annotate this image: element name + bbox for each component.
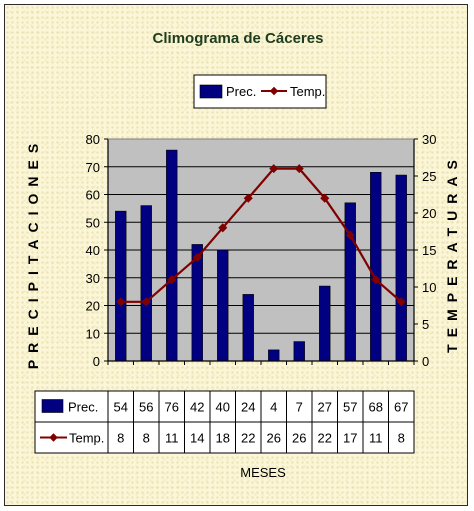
table-prec-value: 24 (241, 400, 255, 415)
left-tick-label: 70 (86, 160, 100, 175)
table-prec-value: 57 (343, 400, 357, 415)
table-temp-value: 26 (292, 431, 306, 446)
right-tick-label: 20 (422, 206, 436, 221)
right-tick-label: 5 (422, 317, 429, 332)
left-tick-label: 40 (86, 243, 100, 258)
legend-prec-label: Prec. (226, 84, 256, 99)
table-temp-value: 8 (398, 431, 405, 446)
temp-marker (141, 297, 151, 307)
table-prec-value: 7 (296, 400, 303, 415)
chart-title: Climograma de Cáceres (153, 30, 324, 47)
y2-axis-title: TEMPERATURAS (444, 153, 460, 353)
prec-bar (268, 349, 280, 362)
temp-marker (218, 223, 228, 233)
prec-bar (217, 249, 229, 362)
prec-bar (115, 210, 127, 362)
table-prec-value: 4 (270, 400, 277, 415)
table-temp-value: 8 (117, 431, 124, 446)
table-prec-value: 27 (318, 400, 332, 415)
x-axis-title: MESES (240, 465, 286, 480)
legend: Prec. Temp. (193, 74, 327, 109)
table-prec-swatch (41, 399, 64, 413)
right-tick-label: 10 (422, 280, 436, 295)
table-temp-value: 11 (369, 431, 383, 446)
left-tick-label: 0 (93, 354, 100, 369)
table-temp-value: 8 (143, 431, 150, 446)
chart-frame: Climograma de Cáceres Prec. Temp. 0 10 20 3… (4, 4, 468, 506)
table-prec-value: 42 (190, 400, 204, 415)
left-tick-label: 20 (86, 299, 100, 314)
legend-temp-label: Temp. (290, 84, 325, 99)
right-tick-label: 30 (422, 132, 436, 147)
temp-marker (167, 275, 177, 285)
table-prec-value: 68 (369, 400, 383, 415)
table-temp-marker (49, 433, 58, 442)
prec-bar (319, 285, 331, 362)
axes (104, 138, 418, 365)
table-temp-value: 11 (165, 431, 179, 446)
table-temp-value: 22 (318, 431, 332, 446)
legend-temp-marker (269, 86, 279, 96)
left-axis-ticks: 0 10 20 30 40 50 60 70 80 (86, 132, 100, 369)
table-prec-value: 56 (139, 400, 153, 415)
temp-marker (243, 193, 253, 203)
right-tick-label: 15 (422, 243, 436, 258)
temp-line-path (120, 167, 402, 303)
left-tick-label: 30 (86, 271, 100, 286)
table-temp-value: 14 (190, 431, 204, 446)
table-prec-value: 67 (394, 400, 408, 415)
data-table: Prec. 54 56 76 42 40 24 4 7 27 57 68 67 Temp. 8 8 11 14 18… (34, 390, 415, 454)
table-temp-label: Temp. (69, 431, 104, 446)
right-axis-ticks: 0 5 10 15 20 25 30 (422, 132, 436, 369)
table-prec-value: 54 (114, 400, 128, 415)
prec-bar (370, 172, 382, 362)
table-prec-value: 76 (165, 400, 179, 415)
table-temp-value: 17 (343, 431, 357, 446)
climograph-chart: Climograma de Cáceres Prec. Temp. 0 10 20 3… (25, 30, 460, 480)
prec-bar (242, 294, 254, 362)
table-temp-value: 26 (267, 431, 281, 446)
left-tick-label: 50 (86, 215, 100, 230)
left-tick-label: 80 (86, 132, 100, 147)
prec-bar (395, 174, 407, 362)
y-axis-title: PRECIPITACIONES (25, 137, 41, 369)
prec-bar (293, 341, 305, 362)
right-tick-label: 25 (422, 169, 436, 184)
table-prec-value: 40 (216, 400, 230, 415)
prec-bar (344, 202, 356, 362)
prec-bar (166, 149, 178, 362)
table-prec-label: Prec. (68, 400, 98, 415)
left-tick-label: 10 (86, 326, 100, 341)
right-tick-label: 0 (422, 354, 429, 369)
prec-bar (140, 205, 152, 362)
temp-marker (116, 297, 126, 307)
table-temp-value: 18 (216, 431, 230, 446)
table-temp-value: 22 (241, 431, 255, 446)
legend-prec-swatch (199, 84, 223, 99)
left-tick-label: 60 (86, 188, 100, 203)
